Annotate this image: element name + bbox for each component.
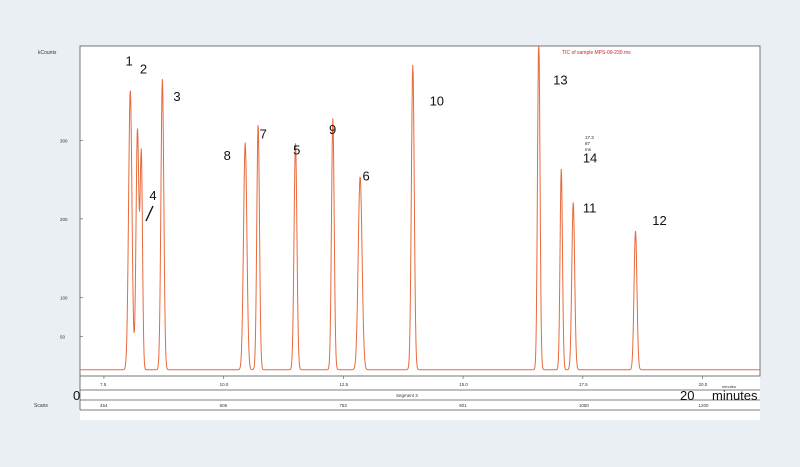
y-tick-label: 300 [60,138,68,143]
scan-tick-label: 1200 [699,403,710,408]
peak-label-12: 12 [652,213,666,228]
chart-subtitle: TIC of sample MPS-09-230.ms [562,50,631,56]
peak-label-1: 1 [125,54,132,69]
x-axis-ticks: 7.5 10.0 12.5 15.0 17.5 20.0 [100,376,708,387]
peak-label-9: 9 [329,122,336,137]
scan-tick-label: 1050 [579,403,590,408]
scan-axis-ticks: 454 605 753 901 1050 1200 [100,403,709,408]
minutes-axis-small-label: minutes [722,384,736,389]
segment-label: Segment 3 [396,393,418,398]
small-annotation-line: 87 [585,141,591,146]
plot-background [80,46,760,420]
small-annotation-line: ms [585,147,592,152]
y-axis-label: kCounts [38,50,57,56]
peak-label-4: 4 [149,188,156,203]
peak-label-6: 6 [363,168,370,183]
peak-label-10: 10 [430,94,444,109]
peak-label-14: 14 [583,150,597,165]
x-tick-label: 15.0 [459,382,468,387]
scan-tick-label: 605 [220,403,228,408]
x-tick-label: 10.0 [220,382,229,387]
origin-label: 0 [73,388,80,403]
small-annotation-line: 17.3 [585,135,594,140]
scan-tick-label: 753 [339,403,347,408]
tic-trace [80,45,760,371]
y-tick-label: 100 [60,295,68,300]
minutes-label: minutes [712,388,758,403]
peak-label-7: 7 [260,127,267,142]
peak-label-8: 8 [224,148,231,163]
scan-axis-label: Scans [34,403,48,409]
peak-label-13: 13 [553,73,567,88]
plot-frame [79,45,761,377]
peak-label-2: 2 [140,62,147,77]
peak-label-3: 3 [173,89,180,104]
twenty-label: 20 [680,388,694,403]
peak-4-pointer [145,205,154,222]
scan-tick-label: 901 [459,403,467,408]
y-axis-ticks: 50 100 200 300 [60,138,83,340]
y-tick-label: 200 [60,217,68,222]
peak-label-5: 5 [293,142,300,157]
scan-tick-label: 454 [100,403,108,408]
x-tick-label: 17.5 [579,382,588,387]
x-tick-label: 7.5 [100,382,107,387]
peak-label-11: 11 [583,201,597,216]
x-tick-label: 12.5 [339,382,348,387]
y-tick-label: 50 [60,335,66,340]
x-tick-label: 20.0 [699,382,708,387]
